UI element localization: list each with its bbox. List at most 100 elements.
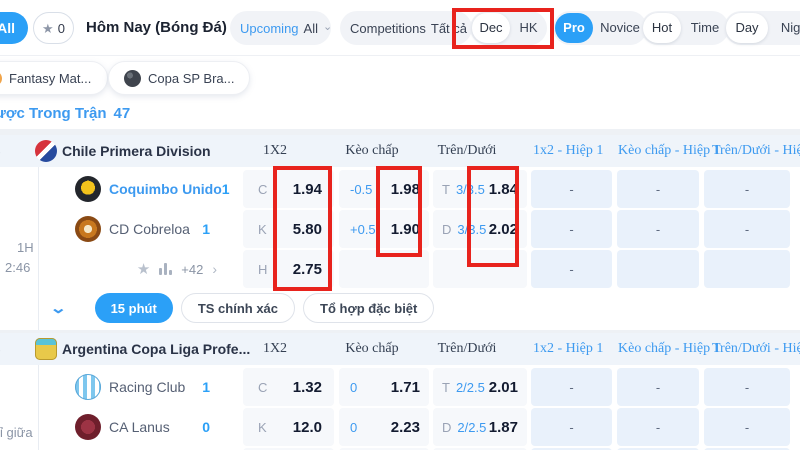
top-filter-bar: All ★ 0 Hôm Nay (Bóng Đá) Upcoming All ⌄… [0, 0, 800, 56]
total-line: 2/2.5 [455, 379, 485, 395]
favorite-star-icon[interactable]: ★ [136, 261, 151, 278]
odds-cell-clipped [704, 448, 790, 450]
competitions-filter[interactable]: Competitions Tất cả ⌄ [340, 11, 472, 45]
time-column-divider [38, 167, 39, 330]
market-correct-score[interactable]: TS chính xác [180, 293, 296, 323]
upcoming-label: Upcoming [240, 20, 299, 36]
column-1x2-half1[interactable]: 1x2 - Hiệp 1 [533, 341, 604, 356]
team-row-home: Racing Club 1 C 1.32 0 1.71 T 2/2.5 2.01… [40, 368, 800, 406]
odds-1x2-home[interactable]: C 1.32 [243, 368, 334, 406]
league-header: › Chile Primera Division 1X2 Kèo chấp Tr… [0, 135, 800, 167]
odds-value: 2.75 [292, 260, 322, 278]
odds-1x2-away[interactable]: K 12.0 [243, 408, 334, 446]
odds-over-under-h1-blank [704, 250, 790, 288]
odds-handicap-h1-empty: - [617, 210, 699, 248]
toggle-day[interactable]: Day [726, 13, 768, 43]
column-over-under-half1[interactable]: Trên/Dưới - Hiệp [712, 143, 800, 158]
mode-toggle: Pro Novice [553, 11, 647, 45]
odds-value: 1.90 [390, 220, 420, 238]
sort-hot[interactable]: Hot [643, 13, 681, 43]
team-cell[interactable]: Coquimbo Unido 1 [40, 170, 243, 208]
odds-label: T [442, 379, 450, 395]
upcoming-filter[interactable]: Upcoming All ⌄ [230, 11, 331, 45]
odds-under[interactable]: D 3/3.5 2.02 [433, 210, 527, 248]
match-clock: 2:46 [5, 260, 31, 275]
team-row-away: CA Lanus 0 K 12.0 0 2.23 D 2/2.5 1.87 - … [40, 408, 800, 446]
market-15-minutes[interactable]: 15 phút [94, 293, 173, 323]
favorites-counter[interactable]: ★ 0 [33, 12, 74, 44]
odds-format-dec[interactable]: Dec [472, 13, 510, 43]
sort-time[interactable]: Time [690, 20, 720, 35]
match-rows: Coquimbo Unido 1 C 1.94 -0.5 1.98 T 3/3.… [40, 170, 800, 290]
odds-handicap-away[interactable]: 0 2.23 [339, 408, 429, 446]
total-line: 3/3.5 [455, 181, 485, 197]
odds-label: C [258, 181, 268, 197]
team-cell[interactable]: Racing Club 1 [40, 368, 243, 406]
chevron-right-icon[interactable]: › [212, 261, 217, 277]
collapse-icon[interactable]: › [0, 147, 1, 159]
odds-handicap-home[interactable]: -0.5 1.98 [339, 170, 429, 208]
column-over-under-half1[interactable]: Trên/Dưới - Hiệp [712, 341, 800, 356]
handicap-line: +0.5 [350, 221, 376, 237]
odds-handicap-h1-blank [617, 250, 699, 288]
filter-copa-label: Copa SP Bra... [148, 70, 235, 86]
stats-bars-icon[interactable] [159, 263, 173, 275]
match-rows: Racing Club 1 C 1.32 0 1.71 T 2/2.5 2.01… [40, 368, 800, 450]
odds-over-under-h1-empty: - [704, 368, 790, 406]
divider [0, 330, 800, 333]
odds-handicap-home[interactable]: 0 1.71 [339, 368, 429, 406]
odds-label: T [442, 181, 450, 197]
odds-label: K [258, 221, 267, 237]
column-handicap-half1[interactable]: Kèo chấp - Hiệp 1 [618, 143, 721, 158]
collapse-icon[interactable]: › [0, 345, 1, 357]
toggle-night[interactable]: Night [780, 20, 800, 35]
column-1x2: 1X2 [262, 341, 288, 356]
mode-pro[interactable]: Pro [555, 13, 593, 43]
team-score: 1 [202, 221, 210, 237]
column-1x2-half1[interactable]: 1x2 - Hiệp 1 [533, 143, 604, 158]
odds-cell-clipped [243, 448, 334, 450]
odds-1x2-away[interactable]: K 5.80 [243, 210, 334, 248]
odds-cell-clipped [339, 448, 429, 450]
odds-1x2-h1-empty: - [531, 408, 612, 446]
odds-label: H [258, 261, 268, 277]
market-special-combo[interactable]: Tổ hợp đặc biệt [303, 293, 435, 323]
odds-1x2-draw[interactable]: H 2.75 [243, 250, 334, 288]
expand-chevron-icon[interactable]: ⌄ [49, 300, 68, 317]
column-over-under: Trên/Dưới [437, 341, 497, 356]
odds-value: 2.02 [488, 220, 518, 238]
league-name[interactable]: Argentina Copa Liga Profe... [62, 341, 251, 357]
odds-handicap-h1-empty: - [617, 368, 699, 406]
team-cell[interactable]: CD Cobreloa 1 [40, 210, 243, 248]
league-block-argentina: › Argentina Copa Liga Profe... 1X2 Kèo c… [0, 333, 800, 450]
mode-novice[interactable]: Novice [600, 20, 640, 35]
filter-copa-sp[interactable]: Copa SP Bra... [108, 61, 251, 95]
odds-over[interactable]: T 3/3.5 1.84 [433, 170, 527, 208]
odds-1x2-h1-empty: - [531, 170, 612, 208]
more-markets-count[interactable]: +42 [181, 261, 204, 277]
odds-under[interactable]: D 2/2.5 1.87 [433, 408, 527, 446]
odds-handicap-h1-empty: - [617, 408, 699, 446]
odds-over[interactable]: T 2/2.5 2.01 [433, 368, 527, 406]
all-filter-button[interactable]: All [0, 12, 28, 44]
favorites-count: 0 [57, 20, 65, 36]
filter-fantasy-match[interactable]: Fantasy Mat... [0, 61, 109, 95]
odds-format-hk[interactable]: HK [519, 20, 538, 35]
league-header: › Argentina Copa Liga Profe... 1X2 Kèo c… [0, 333, 800, 365]
team-name: CD Cobreloa [109, 221, 190, 237]
cd-cobreloa-logo-icon [75, 216, 101, 242]
odds-1x2-home[interactable]: C 1.94 [243, 170, 334, 208]
team-score: 1 [202, 379, 210, 395]
odds-value: 1.87 [488, 418, 518, 436]
team-cell[interactable]: CA Lanus 0 [40, 408, 243, 446]
competitions-label: Competitions [350, 20, 426, 36]
odds-value: 1.32 [292, 378, 322, 396]
handicap-line: 0 [350, 379, 358, 395]
odds-handicap-away[interactable]: +0.5 1.90 [339, 210, 429, 248]
soccer-ball-icon [124, 69, 141, 87]
column-handicap-half1[interactable]: Kèo chấp - Hiệp 1 [618, 341, 721, 356]
page-title: Hôm Nay (Bóng Đá) [86, 19, 227, 36]
competitions-value: Tất cả [430, 20, 467, 36]
column-handicap: Kèo chấp [345, 341, 399, 356]
league-name[interactable]: Chile Primera Division [62, 143, 211, 159]
